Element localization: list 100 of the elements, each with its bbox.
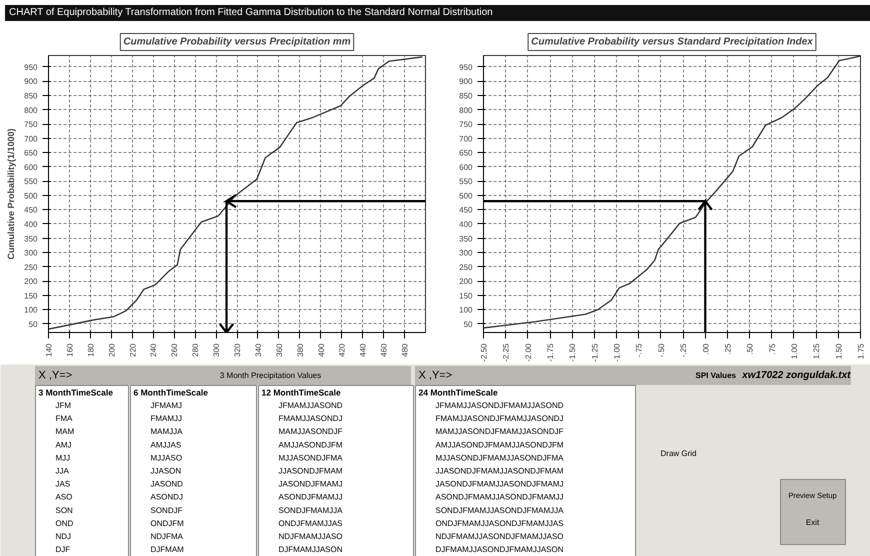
text: FMAMJJ (150, 414, 182, 424)
x-tick-label: .75 (768, 342, 777, 355)
text: 3 MonthTimeScale (38, 388, 114, 398)
y-tick-label: 600 (459, 162, 474, 172)
y-tick-label: 300 (459, 248, 474, 258)
y-tick-label: 150 (24, 291, 38, 300)
y-tick-label: 550 (24, 177, 38, 186)
x-tick-label: -1.00 (612, 342, 622, 362)
text: X ,Y=> (418, 370, 452, 382)
text: SPI Values (696, 371, 737, 380)
text: JAS (56, 480, 70, 489)
text: AMJJASONDJFMAMJJASONDJFM (436, 440, 564, 450)
x-tick-label: 340 (254, 342, 263, 357)
text: JFMAMJ (150, 401, 182, 410)
y-tick-label: 350 (459, 234, 474, 244)
text: ASO (56, 492, 72, 502)
y-tick-label: 450 (459, 206, 474, 215)
text: 24 MonthTimeScale (418, 388, 498, 398)
text: MAMJJA (150, 427, 184, 436)
x-tick-label: -.25 (679, 342, 688, 358)
y-axis-title: Cumulative Probability(1/1000) (6, 128, 16, 260)
text: NDJFMAMJJASO (278, 532, 342, 541)
x-tick-label: -1.75 (546, 342, 556, 362)
x-tick-label: 200 (107, 342, 116, 357)
text: FMA (56, 414, 74, 424)
y-tick-label: 600 (24, 162, 38, 172)
y-tick-label: 50 (464, 320, 474, 329)
x-tick-label: 1.75 (856, 342, 866, 360)
text: Draw Grid (660, 449, 697, 458)
x-tick-label: 1.50 (834, 342, 844, 360)
y-tick-label: 700 (459, 134, 474, 144)
x-tick-label: 1.00 (790, 342, 799, 360)
line-series (484, 56, 860, 329)
y-tick-label: 950 (24, 62, 38, 72)
text: ONDJFMAMJJAS (278, 518, 342, 528)
text: DJFMAM (150, 545, 184, 554)
x-tick-label: 280 (191, 342, 200, 357)
text: AMJJAS (150, 440, 182, 450)
text: SONDJFMAMJJASONDJFMAMJJA (436, 506, 564, 515)
text: JASONDJFMAMJJASONDJFMAMJ (436, 480, 564, 489)
y-tick-label: 200 (24, 277, 38, 286)
y-tick-label: 200 (459, 277, 474, 286)
text: ONDJFMAMJJASONDJFMAMJJAS (436, 518, 564, 528)
text: JJA (56, 466, 70, 476)
y-tick-label: 300 (24, 248, 38, 258)
y-tick-label: 400 (459, 220, 474, 229)
x-tick-label: .25 (723, 342, 732, 355)
x-tick-label: 240 (149, 342, 158, 357)
x-tick-label: 400 (316, 342, 326, 357)
y-tick-label: 750 (24, 120, 38, 130)
text: JASOND (150, 480, 184, 489)
x-tick-label: 480 (400, 342, 410, 357)
text: NDJFMAMJJASONDJFMAMJJASO (436, 532, 564, 541)
text: 3 Month Precipitation Values (220, 371, 322, 380)
x-tick-label: 360 (274, 342, 284, 357)
text: 12 MonthTimeScale (262, 388, 341, 398)
text: FMAMJJASONDJ (278, 414, 342, 424)
text: xw17022 zonguldak.txt (741, 370, 852, 381)
text: JJASON (150, 466, 182, 476)
text: AMJJASONDJFM (278, 440, 343, 450)
x-tick-label: -2.25 (502, 342, 511, 362)
x-tick-label: 260 (170, 342, 180, 357)
y-tick-label: 250 (459, 262, 474, 272)
text: ASONDJ (150, 492, 183, 502)
y-tick-label: 500 (459, 191, 474, 200)
y-tick-label: 700 (24, 134, 38, 144)
y-tick-label: 900 (24, 77, 38, 86)
text: NDJFMA (150, 532, 184, 541)
x-tick-label: 320 (233, 342, 242, 357)
x-tick-label: -2.50 (480, 342, 488, 362)
text: 6 MonthTimeScale (134, 388, 208, 398)
x-tick-label: -.50 (656, 342, 666, 358)
chart-title: CHART of Equiprobability Transformation from Fitted Gamma Distribution to the Standard Normal Distribution (9, 6, 493, 20)
chart-title: Cumulative Probability versus Standard Precipitation Index (531, 36, 814, 48)
x-tick-label: 380 (296, 342, 305, 357)
text: SON (56, 506, 74, 515)
text: AMJ (56, 440, 72, 450)
y-tick-label: 850 (24, 91, 38, 100)
text: JFM (56, 401, 72, 410)
text: DJFMAMJJASON (278, 545, 343, 554)
text: JASONDJFMAMJ (278, 480, 342, 489)
text: JJASONDJFMAM (278, 466, 343, 476)
x-tick-label: 440 (358, 342, 368, 357)
text: Exit (806, 518, 820, 527)
y-tick-label: 750 (459, 120, 474, 130)
x-tick-label: 180 (86, 342, 96, 357)
y-tick-label: 450 (24, 206, 38, 215)
y-tick-label: 950 (459, 62, 474, 72)
text: ASONDJFMAMJJ (278, 492, 342, 502)
x-tick-label: 160 (65, 342, 74, 357)
y-tick-label: 650 (459, 148, 474, 158)
text: SONDJF (150, 506, 183, 515)
text: MJJASO (150, 453, 182, 462)
x-tick-label: 300 (212, 342, 222, 357)
text: MJJASONDJFMAMJJASONDJFMA (436, 453, 564, 462)
chart-subtitle: Cumulative Probability versus Precipitation mm (123, 36, 351, 48)
y-tick-label: 100 (24, 306, 38, 315)
x-tick-label: .00 (701, 342, 710, 355)
y-tick-label: 800 (24, 106, 38, 115)
text: ASONDJFMAMJJASONDJFMAMJJ (436, 492, 564, 502)
